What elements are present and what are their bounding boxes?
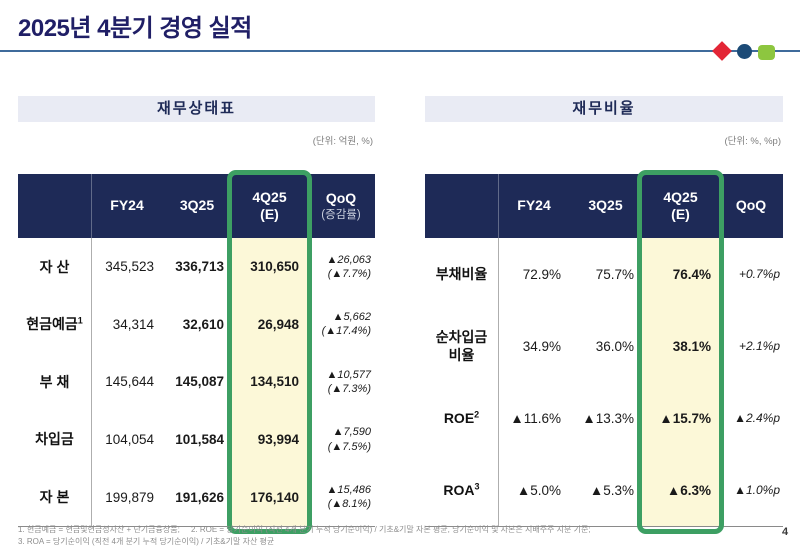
financial-ratios-title: 재무비율 bbox=[425, 96, 783, 122]
footnote-line-2: 3. ROA = 당기순이익 (직전 4개 분기 누적 당기순이익) / 기초&… bbox=[18, 537, 275, 547]
footnote-line-1: 1. 현금예금 = 현금및현금성자산 + 단기금융상품; 2. ROE = 당기… bbox=[18, 525, 591, 534]
ratio-header-4q25e: 4Q25 (E) bbox=[642, 174, 719, 238]
balance-row-label: 자 본 bbox=[18, 468, 92, 526]
ratio-header-3q25: 3Q25 bbox=[569, 174, 642, 238]
balance-cell-3q25: 336,713 bbox=[162, 238, 232, 296]
balance-header-4q25e: 4Q25 (E) bbox=[232, 174, 307, 238]
ratio-cell-fy24: ▲11.6% bbox=[499, 382, 569, 454]
ratio-row-label: 부채비율 bbox=[425, 238, 499, 310]
balance-cell-qoq: ▲26,063 (▲7.7%) bbox=[307, 238, 375, 296]
page-title: 2025년 4분기 경영 실적 bbox=[18, 15, 252, 42]
ratio-cell-4q25e: ▲6.3% bbox=[642, 454, 719, 526]
green-square-icon bbox=[758, 45, 775, 60]
ratio-cell-fy24: 72.9% bbox=[499, 238, 569, 310]
balance-sheet-panel: 재무상태표 (단위: 억원, %) FY24 3Q25 4Q25 (E) QoQ… bbox=[18, 96, 375, 534]
balance-cell-fy24: 145,644 bbox=[92, 353, 162, 411]
balance-sheet-unit-label: (단위: 억원, %) bbox=[312, 136, 373, 147]
ratio-header-fy24: FY24 bbox=[499, 174, 569, 238]
ratio-header-qoq: QoQ bbox=[719, 174, 783, 238]
balance-sheet-table: FY24 3Q25 4Q25 (E) QoQ (증감률) 자 산 345,523… bbox=[18, 174, 375, 527]
navy-circle-icon bbox=[737, 44, 752, 59]
ratio-cell-3q25: 75.7% bbox=[569, 238, 642, 310]
balance-cell-qoq: ▲15,486 (▲8.1%) bbox=[307, 468, 375, 526]
ratio-header-empty bbox=[425, 174, 499, 238]
ratio-row-label: ROE2 bbox=[425, 382, 499, 454]
title-divider bbox=[0, 50, 800, 52]
balance-cell-4q25e: 26,948 bbox=[232, 295, 307, 354]
balance-cell-3q25: 101,584 bbox=[162, 410, 232, 469]
ratio-cell-4q25e: 76.4% bbox=[642, 238, 719, 310]
footnotes: 1. 현금예금 = 현금및현금성자산 + 단기금융상품; 2. ROE = 당기… bbox=[18, 524, 778, 549]
balance-header-qoq: QoQ (증감률) bbox=[307, 174, 375, 238]
ratio-cell-fy24: ▲5.0% bbox=[499, 454, 569, 526]
ratio-cell-qoq: ▲2.4%p bbox=[719, 382, 783, 454]
balance-cell-fy24: 104,054 bbox=[92, 410, 162, 469]
balance-cell-qoq: ▲5,662 (▲17.4%) bbox=[307, 295, 375, 354]
balance-header-empty bbox=[18, 174, 92, 238]
balance-cell-qoq: ▲7,590 (▲7.5%) bbox=[307, 410, 375, 469]
ratio-cell-fy24: 34.9% bbox=[499, 310, 569, 382]
balance-sheet-title: 재무상태표 bbox=[18, 96, 375, 122]
balance-cell-3q25: 145,087 bbox=[162, 353, 232, 411]
balance-cell-4q25e: 310,650 bbox=[232, 238, 307, 296]
balance-cell-4q25e: 176,140 bbox=[232, 468, 307, 526]
balance-row-label: 자 산 bbox=[18, 238, 92, 296]
financial-ratios-table: FY24 3Q25 4Q25 (E) QoQ 부채비율 72.9% 75.7% … bbox=[425, 174, 783, 527]
ratio-row-label: 순차입금 비율 bbox=[425, 310, 499, 382]
ratio-cell-3q25: 36.0% bbox=[569, 310, 642, 382]
financial-ratios-unit-label: (단위: %, %p) bbox=[724, 136, 781, 147]
ratio-cell-3q25: ▲13.3% bbox=[569, 382, 642, 454]
ratio-cell-3q25: ▲5.3% bbox=[569, 454, 642, 526]
balance-header-3q25: 3Q25 bbox=[162, 174, 232, 238]
ratio-cell-qoq: ▲1.0%p bbox=[719, 454, 783, 526]
balance-cell-qoq: ▲10,577 (▲7.3%) bbox=[307, 353, 375, 411]
balance-cell-3q25: 191,626 bbox=[162, 468, 232, 526]
balance-row-label: 부 채 bbox=[18, 353, 92, 411]
page-number: 4 bbox=[782, 526, 789, 538]
financial-ratios-panel: 재무비율 (단위: %, %p) FY24 3Q25 4Q25 (E) QoQ … bbox=[425, 96, 783, 534]
balance-cell-fy24: 345,523 bbox=[92, 238, 162, 296]
balance-cell-4q25e: 134,510 bbox=[232, 353, 307, 411]
balance-cell-3q25: 32,610 bbox=[162, 295, 232, 354]
balance-header-fy24: FY24 bbox=[92, 174, 162, 238]
ratio-cell-qoq: +0.7%p bbox=[719, 238, 783, 310]
balance-cell-4q25e: 93,994 bbox=[232, 410, 307, 469]
ratio-cell-4q25e: ▲15.7% bbox=[642, 382, 719, 454]
balance-row-label: 현금예금1 bbox=[18, 295, 92, 354]
ratio-cell-4q25e: 38.1% bbox=[642, 310, 719, 382]
balance-cell-fy24: 199,879 bbox=[92, 468, 162, 526]
ratio-cell-qoq: +2.1%p bbox=[719, 310, 783, 382]
ratio-row-label: ROA3 bbox=[425, 454, 499, 526]
balance-cell-fy24: 34,314 bbox=[92, 295, 162, 354]
balance-row-label: 차입금 bbox=[18, 410, 92, 469]
red-diamond-icon bbox=[712, 41, 732, 61]
